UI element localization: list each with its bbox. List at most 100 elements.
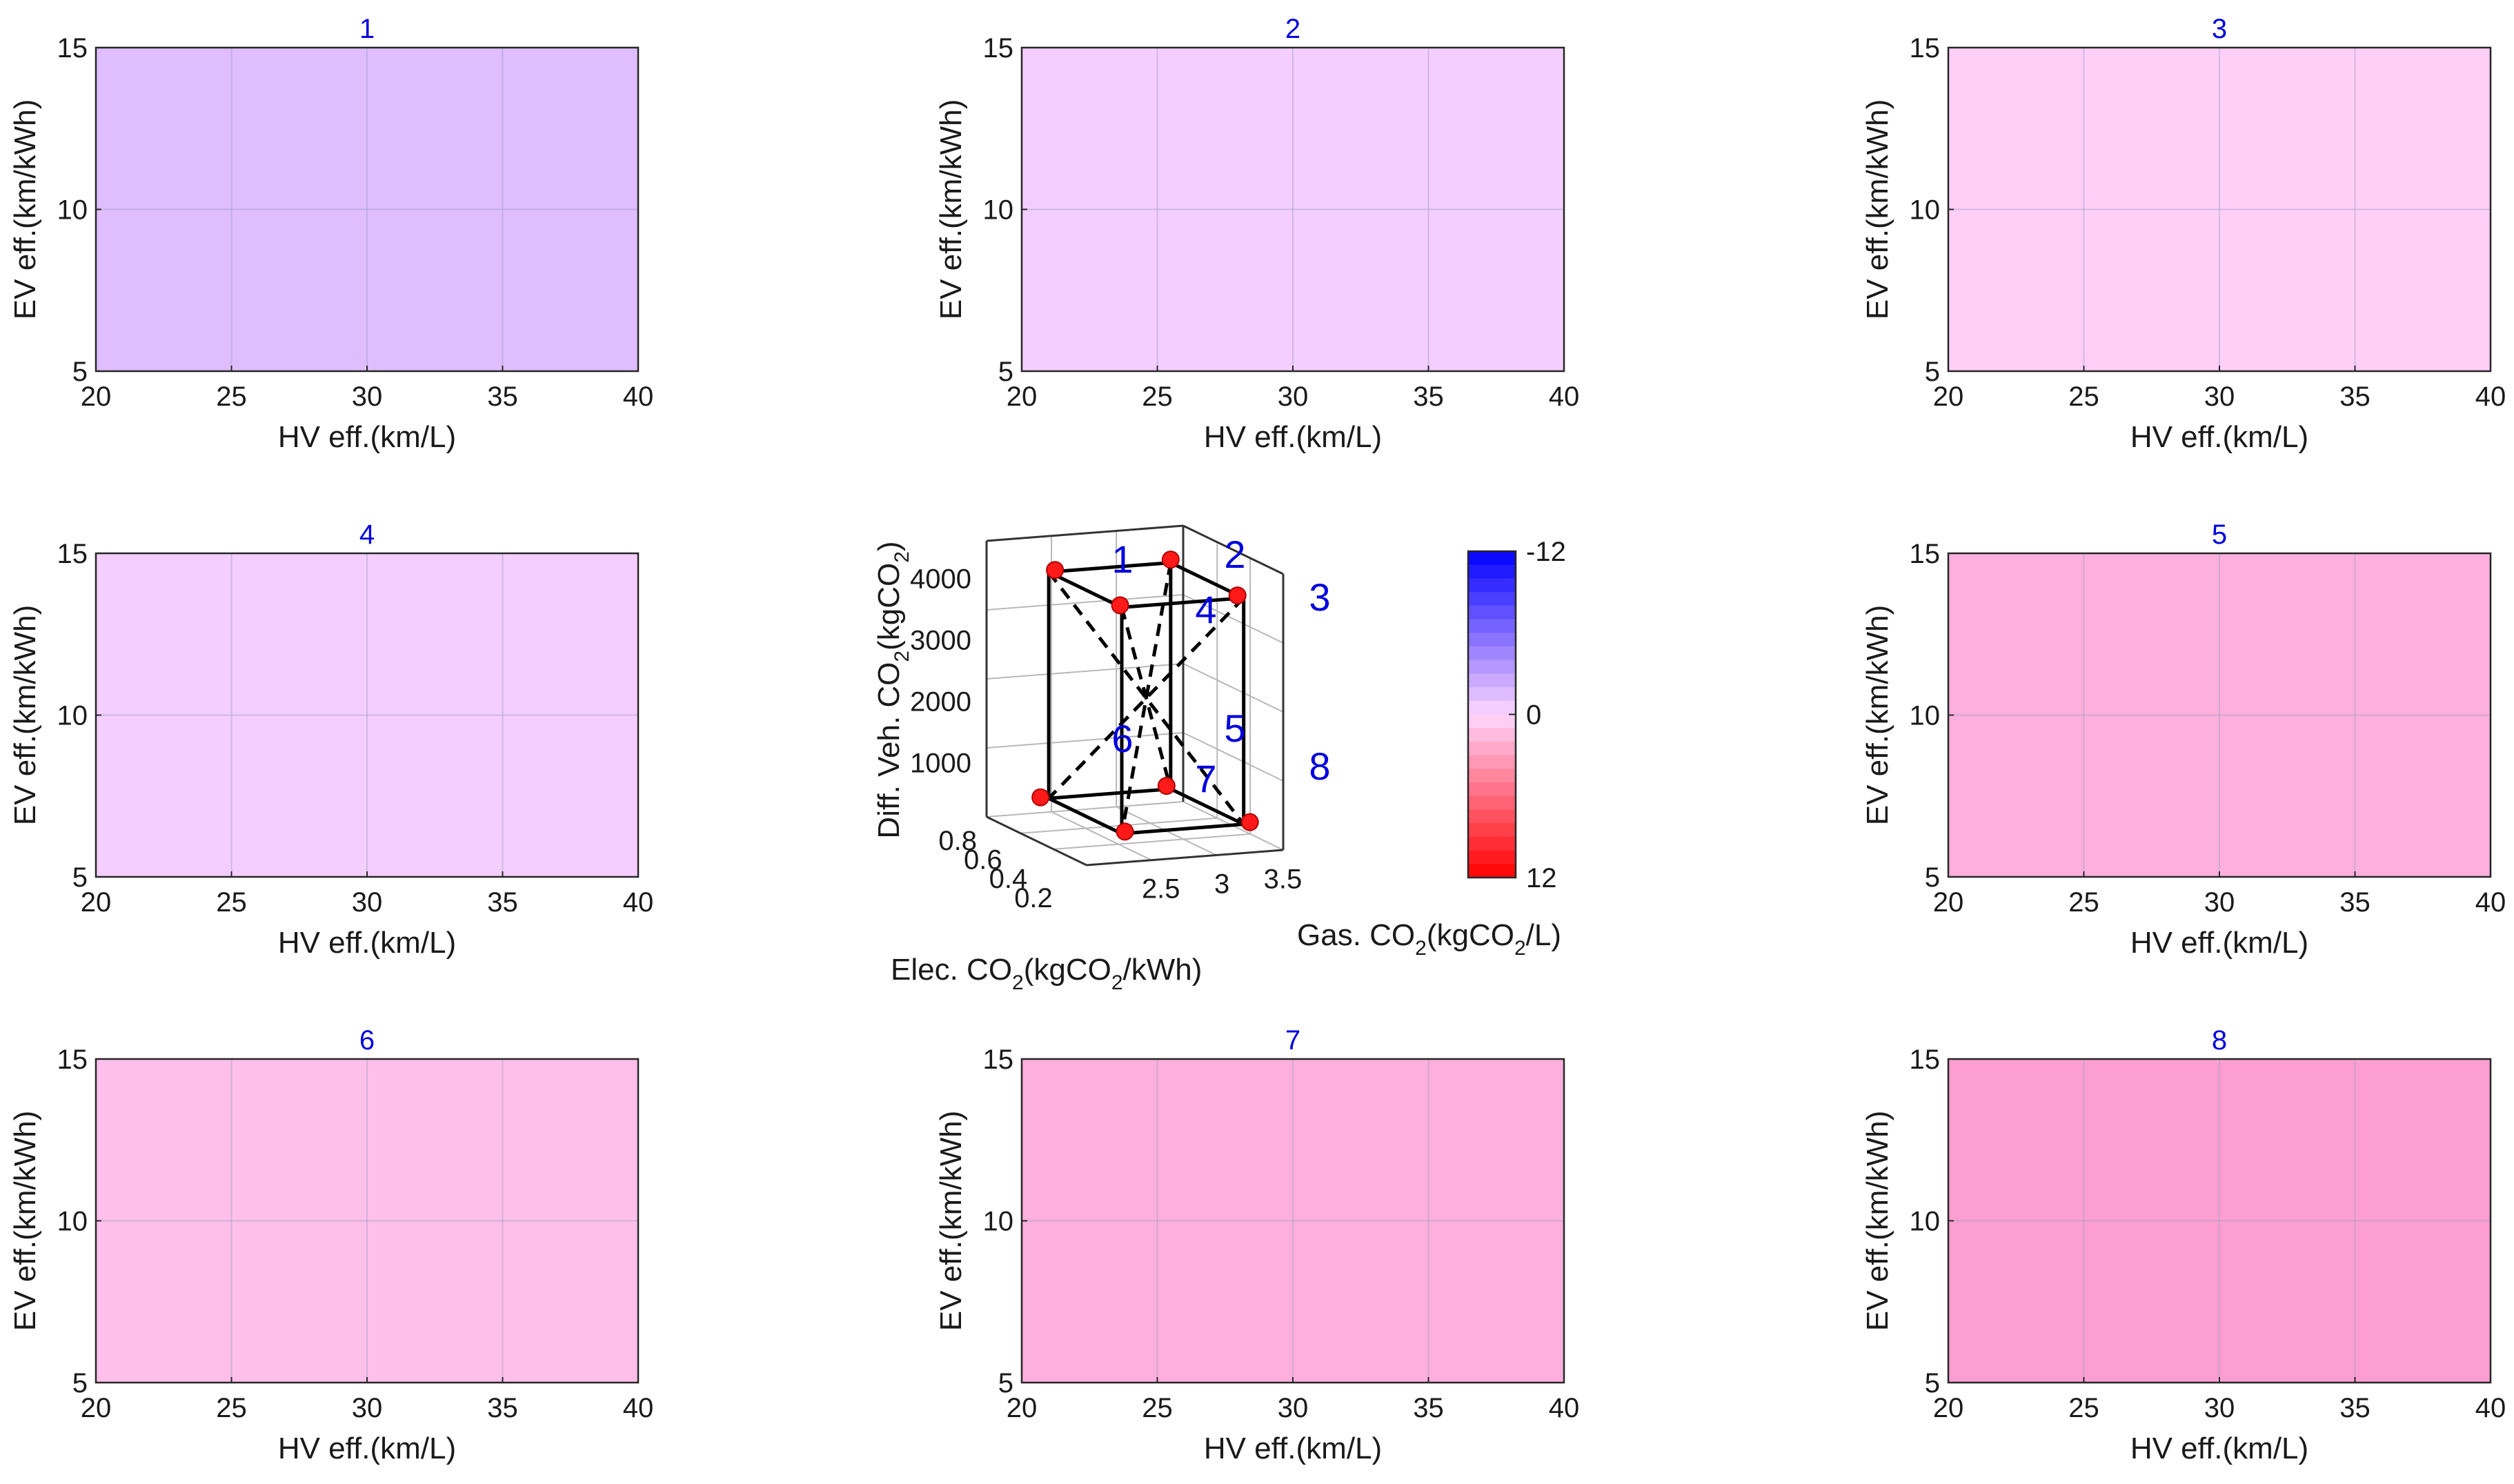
y-axis-label: EV eff.(km/kWh) [1861,605,1894,825]
x-tick-label: 35 [2339,887,2371,918]
cube-grid-line [986,801,1184,818]
contour-fill [1948,48,2491,371]
y-tick-label: 15 [1910,33,1941,63]
colorbar-segment [1468,782,1516,797]
x-tick-label: 35 [487,382,518,412]
grid-lines [96,553,638,877]
x-tick-label: 30 [1278,1393,1309,1423]
x-tick-label: 20 [81,887,112,918]
y-tick-label: 10 [983,1207,1014,1237]
corner-label-3: 3 [1309,575,1330,619]
x-tick-label: 35 [487,887,518,918]
y-tick-label: 15 [983,1045,1014,1075]
colorbar-segment [1468,700,1516,715]
y-tick-label: 10 [57,195,88,226]
contour-panel-8: 8 20 25 30 35 40 5 10 15 HV eff.(km/L) EV eff.(km/… [1861,1025,2506,1465]
x-axis-label: HV eff.(km/L) [2130,1432,2308,1465]
colorbar-segment [1468,755,1516,770]
contour-panel-3: 3 20 25 30 35 40 5 10 15 HV eff.(km/L) EV eff.(km/… [1861,14,2506,454]
panel-title: 7 [1285,1025,1300,1056]
colorbar-segment [1468,850,1516,865]
contour-panel-4: 4 20 25 30 35 40 5 10 15 HV eff.(km/L) EV eff.(km/… [8,520,654,960]
x-tick-label: 30 [352,382,383,412]
y-axis-label: EV eff.(km/kWh) [934,99,968,319]
colorbar-segment [1468,769,1516,783]
y-tick-label: 5 [1925,357,1940,387]
corner-label-1: 1 [1111,537,1133,581]
data-point [1031,788,1050,807]
x-axis-label: HV eff.(km/L) [2130,420,2308,454]
x-tick-label: 35 [1413,1393,1444,1423]
y-tick-label: 10 [1910,1207,1941,1237]
z-tick-label: 2000 [910,687,971,718]
corner-label-2: 2 [1224,533,1245,576]
grid-lines [1022,48,1564,371]
panel-title: 6 [359,1025,375,1056]
contour-fill [1022,48,1564,371]
x-tick-label: 20 [81,382,112,412]
colorbar-tick-label: 0 [1526,700,1541,731]
y-axis-label: EV eff.(km/kWh) [8,99,42,319]
cube-edge [1048,561,1171,574]
y-tick-label: 10 [57,1207,88,1237]
z-tick-label: 3000 [910,626,971,656]
y-tick-label: 15 [57,539,88,569]
x-tick-label: 30 [2204,887,2235,918]
cube-edge [1048,570,1123,609]
x-tick-label: 40 [2475,1393,2506,1423]
x-tick-label: 30 [2204,382,2235,412]
elec-tick-label: 0.4 [989,864,1028,894]
y-axis-label: EV eff.(km/kWh) [1861,99,1894,319]
x-axis-label: HV eff.(km/L) [278,1432,456,1465]
x-tick-label: 20 [1933,382,1964,412]
y-axis-label: EV eff.(km/kWh) [934,1111,968,1331]
contour-fill [96,48,638,371]
y-tick-label: 15 [1910,539,1941,569]
cube-diagonal [1047,571,1245,826]
contour-panel-7: 7 20 25 30 35 40 5 10 15 HV eff.(km/L) EV eff.(km/… [934,1025,1580,1465]
y-tick-label: 5 [1925,1368,1940,1398]
x-tick-label: 40 [1549,1393,1580,1423]
elec-axis-label: Elec. CO2​(kgCO2​/kWh) [891,953,1202,994]
cube-edge [1048,787,1171,800]
cube-grid-line [986,732,1184,749]
z-axis-label: Diff. Veh. CO2​(kgCO2​) [872,541,913,838]
cube-edge [1169,787,1245,826]
corner-label-5: 5 [1224,706,1245,750]
z-tick-label: 4000 [910,564,971,595]
colorbar-segment [1468,578,1516,593]
y-tick-label: 5 [72,357,88,387]
elec-tick-label: 0.2 [1014,883,1053,913]
x-tick-label: 35 [2339,1393,2371,1423]
x-axis-label: HV eff.(km/L) [2130,926,2308,960]
x-tick-label: 20 [1007,382,1038,412]
contour-fill [96,553,638,877]
data-point [1240,813,1259,831]
panel-title: 3 [2212,14,2227,44]
cube-edge [1121,596,1244,609]
x-tick-label: 40 [2475,382,2506,412]
contour-panel-6: 6 20 25 30 35 40 5 10 15 HV eff.(km/L) EV eff.(km/… [8,1025,653,1465]
y-tick-label: 10 [1910,701,1941,731]
x-tick-label: 25 [2068,1393,2099,1423]
cube-grid-line [986,594,1184,611]
data-point [1111,596,1129,615]
contour-fill [1022,1059,1564,1383]
colorbar-segment [1468,673,1516,688]
panel-title: 8 [2212,1025,2227,1056]
x-tick-label: 20 [81,1393,112,1423]
x-tick-label: 30 [352,887,383,918]
colorbar-segment [1468,714,1516,729]
x-tick-label: 25 [1142,1393,1173,1423]
colorbar-segment [1468,795,1516,811]
x-tick-label: 20 [1933,1393,1964,1423]
x-tick-label: 40 [623,887,654,918]
y-tick-label: 15 [57,1045,88,1075]
contour-fill [96,1059,638,1383]
data-point [1116,822,1134,841]
elec-tick-label: 0.8 [938,826,977,856]
x-axis-label: HV eff.(km/L) [278,926,456,960]
gas-tick-label: 2.5 [1142,873,1180,904]
contour-fill [1948,553,2491,877]
